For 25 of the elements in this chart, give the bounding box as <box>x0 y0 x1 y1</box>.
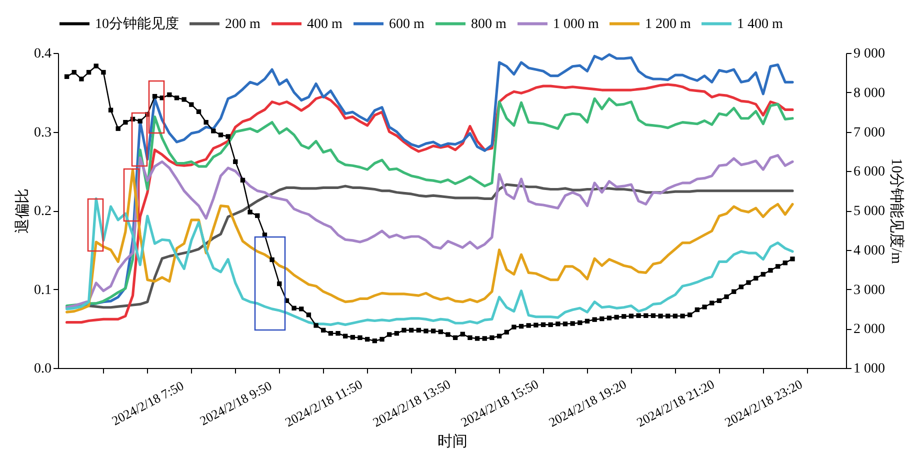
y2-tick-label: 8 000 <box>854 86 885 101</box>
y2-tick-label: 6 000 <box>854 164 885 180</box>
y2-tick-label: 9 000 <box>854 46 885 62</box>
y-axis-title: 退偏比 <box>14 188 31 234</box>
legend-label: 1 000 m <box>553 16 599 32</box>
y2-tick-label: 2 000 <box>854 322 885 338</box>
legend-label: 800 m <box>471 16 506 32</box>
y2-tick-label: 3 000 <box>854 282 885 298</box>
legend-label: 1 200 m <box>645 16 691 32</box>
legend-label: 600 m <box>389 16 424 32</box>
legend-label: 400 m <box>307 16 342 32</box>
legend-label: 1 400 m <box>737 16 783 32</box>
y2-tick-label: 7 000 <box>854 125 885 140</box>
legend-label: 200 m <box>225 16 260 32</box>
y2-tick-label: 1 000 <box>854 362 885 376</box>
y-tick-label: 0.1 <box>34 282 52 298</box>
y-tick-label: 0.0 <box>34 362 52 376</box>
y-tick-label: 0.3 <box>34 125 52 140</box>
y2-tick-label: 5 000 <box>854 204 885 219</box>
y-tick-label: 0.4 <box>34 46 52 62</box>
y2-tick-label: 4 000 <box>854 243 885 258</box>
y-tick-label: 0.2 <box>34 204 52 219</box>
x-axis-title: 时间 <box>438 432 468 450</box>
y2-axis-title: 10分钟能见度/m <box>888 158 905 264</box>
legend-label: 10分钟能见度 <box>95 16 179 32</box>
